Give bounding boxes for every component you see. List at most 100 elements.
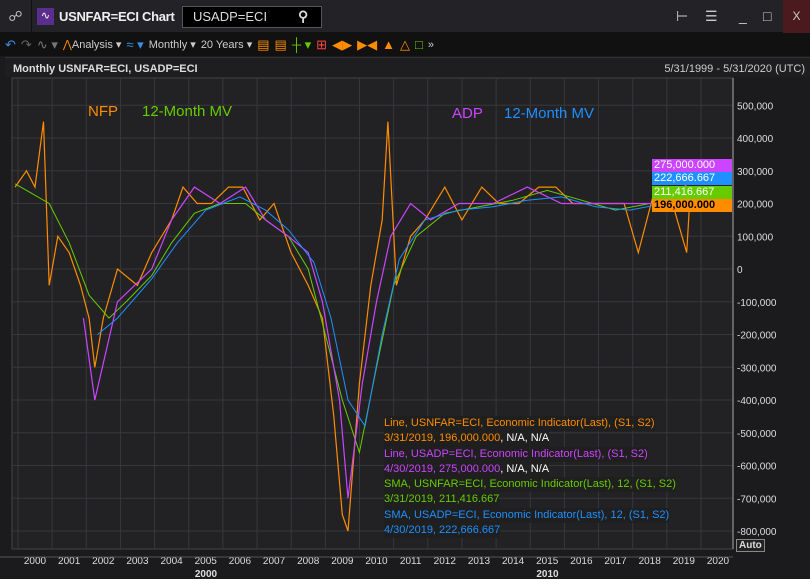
undo-icon[interactable]: ↶ [5, 36, 16, 52]
x-tick-label: 2016 [570, 556, 593, 567]
tooltip-text: Line, USNFAR=ECI, Economic Indicator(Las… [384, 417, 655, 429]
x-tick-label: 2001 [58, 556, 81, 567]
y-tick-label: -600,000 [737, 462, 777, 473]
chart-area[interactable]: 500,000 400,000 300,000 200,000 100,000 0 -100… [0, 77, 810, 579]
tooltip-line: 3/31/2019, 211,416.667 [384, 492, 500, 508]
x-tick-label: 2007 [263, 556, 286, 567]
y-tick-label: -300,000 [737, 363, 777, 374]
line-style-icon[interactable]: ∿ ▾ [36, 36, 58, 52]
chart-header: Monthly USNFAR=ECI, USADP=ECI 5/31/1999 … [5, 57, 810, 77]
interval-select[interactable]: Monthly ▾ [148, 39, 196, 51]
x-tick-label: 2020 [707, 556, 730, 567]
select-zoom-icon[interactable]: □ [414, 37, 423, 52]
legend-nfp: NFP [88, 103, 118, 120]
series-line-2 [82, 178, 693, 499]
tooltip-line: SMA, USADP=ECI, Economic Indicator(Last)… [384, 507, 670, 524]
window-title: USNFAR=ECI Chart [59, 9, 175, 24]
tooltip-line: 4/30/2019, 275,000.000, N/A, N/A [384, 461, 550, 478]
y-tick-label: -500,000 [737, 429, 777, 440]
x-tick-label: 2008 [297, 556, 320, 567]
minimize-icon[interactable]: _ [739, 8, 747, 24]
redo-icon[interactable]: ↷ [20, 36, 32, 52]
tooltip-text: SMA, USNFAR=ECI, Economic Indicator(Last… [384, 478, 676, 491]
x-tick-label: 2015 [536, 556, 559, 567]
y-tick-label: -400,000 [737, 396, 777, 407]
collapse-vertical-icon[interactable]: △ [399, 36, 410, 52]
zoom-in-icon[interactable]: ◀▶ [332, 36, 353, 52]
last-value-badge: 222,666.667 [652, 172, 732, 185]
plot-background [11, 77, 734, 550]
series-line-0 [14, 121, 691, 532]
tooltip-text: 4/30/2019, 275,000.000 [384, 462, 501, 475]
x-tick-label: 2005 [195, 556, 218, 567]
tooltip-text: 3/31/2019, 211,416.667 [384, 493, 500, 506]
tree-icon[interactable]: ⊢ [676, 8, 689, 24]
analysis-icon: ⋀ [62, 39, 72, 51]
overlay-icon[interactable]: ≈ ▾ [126, 36, 144, 52]
x-tick-label: 2012 [434, 556, 457, 567]
tooltip-line: Line, USADP=ECI, Economic Indicator(Last… [384, 446, 648, 462]
legend-adp-mv: 12-Month MV [504, 105, 595, 122]
date-range: 5/31/1999 - 5/31/2020 (UTC) [664, 63, 805, 75]
auto-scale-button[interactable]: Auto [736, 539, 765, 552]
menu-icon[interactable]: ☰ [705, 8, 718, 24]
data-tooltip: Line, USNFAR=ECI, Economic Indicator(Las… [384, 416, 676, 539]
toolbar: ↶ ↷ ∿ ▾ ⋀Analysis ▾ ≈ ▾ Monthly ▾ 20 Yea… [0, 33, 810, 56]
x-tick-label: 2019 [673, 556, 696, 567]
x-tick-label: 2004 [160, 556, 183, 567]
analysis-menu[interactable]: ⋀Analysis ▾ [62, 39, 122, 51]
compare-icon[interactable]: ▤ [274, 36, 287, 52]
search-icon[interactable]: ⚲ [298, 8, 309, 24]
y-tick-label: -700,000 [737, 494, 777, 505]
x-tick-label: 2006 [229, 556, 252, 567]
tooltip-extra: , N/A, N/A [500, 432, 550, 445]
x-tick-label: 2017 [604, 556, 627, 567]
y-tick-label: 300,000 [737, 167, 774, 178]
legend-nfp-mv: 12-Month MV [142, 103, 233, 120]
range-select[interactable]: 20 Years ▾ [200, 39, 253, 51]
more-icon[interactable]: » [427, 38, 434, 51]
crosshair-icon[interactable]: ┼ ▾ [291, 36, 312, 52]
tooltip-text: Line, USADP=ECI, Economic Indicator(Last… [384, 447, 648, 460]
x-tick-label: 2014 [502, 556, 525, 567]
expand-vertical-icon[interactable]: ▲ [382, 37, 395, 52]
x-tick-label: 2013 [468, 556, 491, 567]
tooltip-line: SMA, USNFAR=ECI, Economic Indicator(Last… [384, 477, 676, 493]
series-line-1 [14, 183, 690, 455]
chart-type-icon[interactable]: ▤ [257, 36, 270, 52]
x-tick-label: 2002 [92, 556, 115, 567]
tooltip-line: Line, USNFAR=ECI, Economic Indicator(Las… [384, 416, 655, 432]
y-tick-label: -100,000 [737, 298, 777, 309]
tooltip-text: 3/31/2019, 196,000.000 [384, 432, 501, 445]
tooltip-line: 3/31/2019, 196,000.000, N/A, N/A [384, 431, 550, 447]
tooltip-extra: , N/A, N/A [500, 462, 550, 475]
x-major-label: 2000 [195, 569, 218, 579]
search-input[interactable]: USADP=ECI [182, 6, 322, 28]
x-tick-label: 2011 [400, 556, 422, 567]
maximize-icon[interactable]: □ [763, 8, 772, 24]
legend-adp: ADP [452, 105, 483, 122]
last-value-badge: 196,000.000 [652, 199, 732, 212]
title-bar: ☍ ∿ USNFAR=ECI Chart USADP=ECI ⚲ ⊢ ☰ _ □… [0, 0, 810, 33]
last-value-badge: 275,000.000 [652, 159, 732, 172]
y-tick-label: 400,000 [737, 134, 774, 145]
last-value-badge: 211,416.667 [652, 186, 732, 199]
x-major-label: 2010 [536, 569, 559, 579]
link-icon[interactable]: ☍ [0, 0, 32, 33]
y-tick-label: -200,000 [737, 331, 777, 342]
y-tick-label: 200,000 [737, 200, 774, 211]
y-tick-label: 500,000 [737, 101, 774, 112]
tooltip-text: 4/30/2019, 222,666.667 [384, 524, 501, 537]
x-tick-label: 2000 [24, 556, 47, 567]
add-panel-icon[interactable]: ⊞ [316, 36, 328, 52]
chart-icon: ∿ [37, 8, 54, 25]
x-tick-label: 2010 [365, 556, 388, 567]
zoom-out-icon[interactable]: ▶◀ [357, 36, 378, 52]
y-tick-label: 0 [737, 265, 743, 276]
close-button[interactable]: X [783, 0, 810, 33]
x-tick-label: 2009 [331, 556, 354, 567]
series-line-3 [97, 195, 693, 428]
x-tick-label: 2018 [639, 556, 662, 567]
y-tick-label: -800,000 [737, 527, 777, 538]
x-tick-label: 2003 [126, 556, 149, 567]
